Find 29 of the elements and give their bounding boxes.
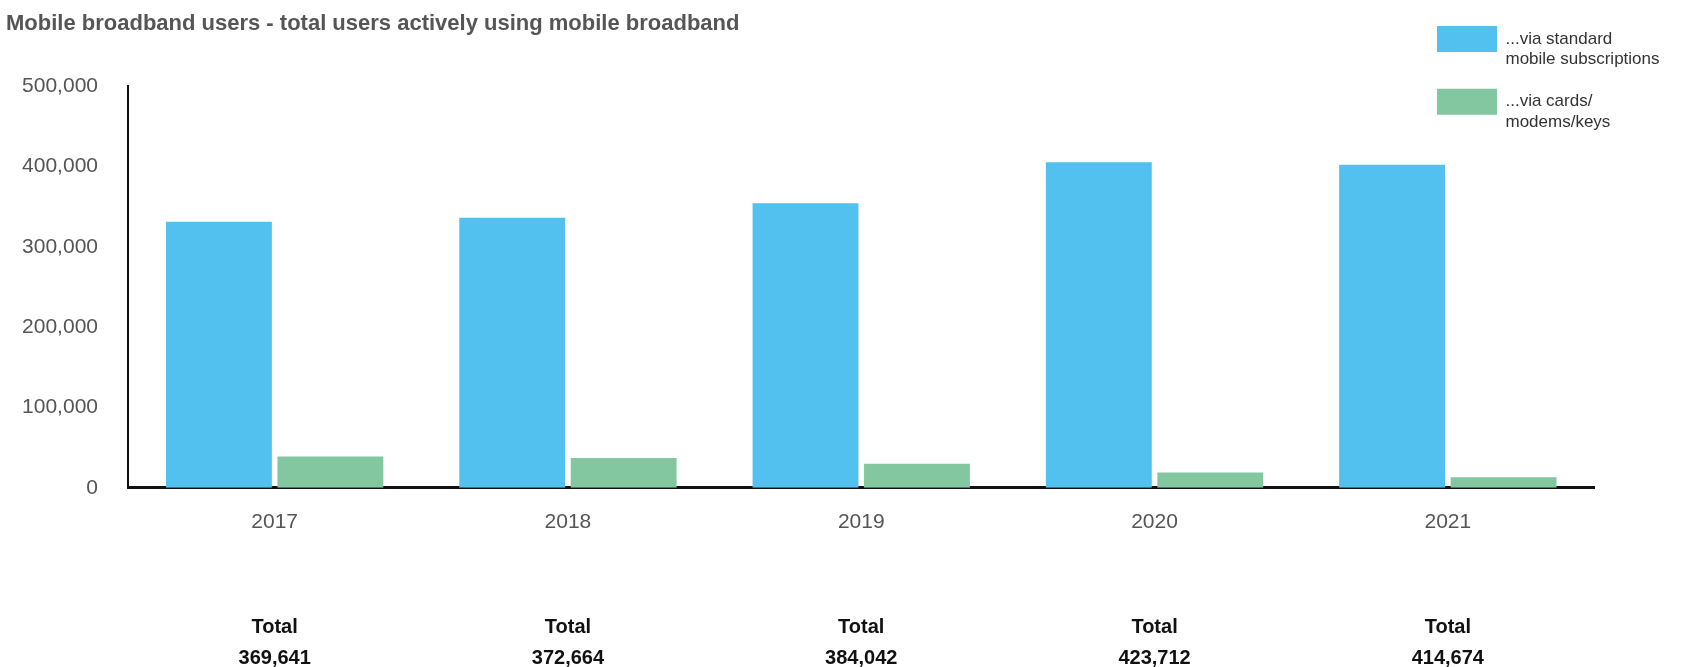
y-tick-label: 400,000 — [22, 153, 98, 177]
x-tick-label: 2020 — [1131, 509, 1178, 533]
bar — [1339, 164, 1446, 488]
text: Total 369,641 — [238, 614, 311, 667]
legend-label: ...via standard mobile subscriptions — [1505, 28, 1660, 69]
x-tick-label: 2019 — [837, 509, 885, 533]
bar — [1045, 162, 1152, 488]
text: Total 423,712 — [1118, 614, 1191, 667]
legend-label: ...via cards/ modems/keys — [1505, 91, 1611, 131]
bar — [864, 463, 970, 488]
y-tick-label: 100,000 — [22, 394, 98, 418]
text: Total 414,674 — [1411, 614, 1485, 667]
text: Total 372,664 — [531, 614, 605, 667]
text: Total 384,042 — [825, 614, 898, 667]
bar — [1450, 477, 1557, 488]
y-tick-label: 300,000 — [22, 233, 98, 257]
bar — [752, 203, 859, 488]
y-tick-label: 200,000 — [22, 313, 98, 337]
bar — [1157, 472, 1264, 488]
chart-title: Mobile broadband users - total users actively using mobile broadband — [6, 10, 740, 36]
bar — [165, 221, 272, 488]
bar — [277, 456, 384, 488]
x-tick-label: 2017 — [251, 509, 299, 533]
x-tick-label: 2021 — [1424, 509, 1472, 533]
x-tick-label: 2018 — [544, 509, 592, 533]
y-tick-label: 500,000 — [22, 72, 98, 96]
y-tick-label: 0 — [86, 474, 98, 498]
bar — [459, 217, 566, 488]
bar — [570, 458, 677, 488]
